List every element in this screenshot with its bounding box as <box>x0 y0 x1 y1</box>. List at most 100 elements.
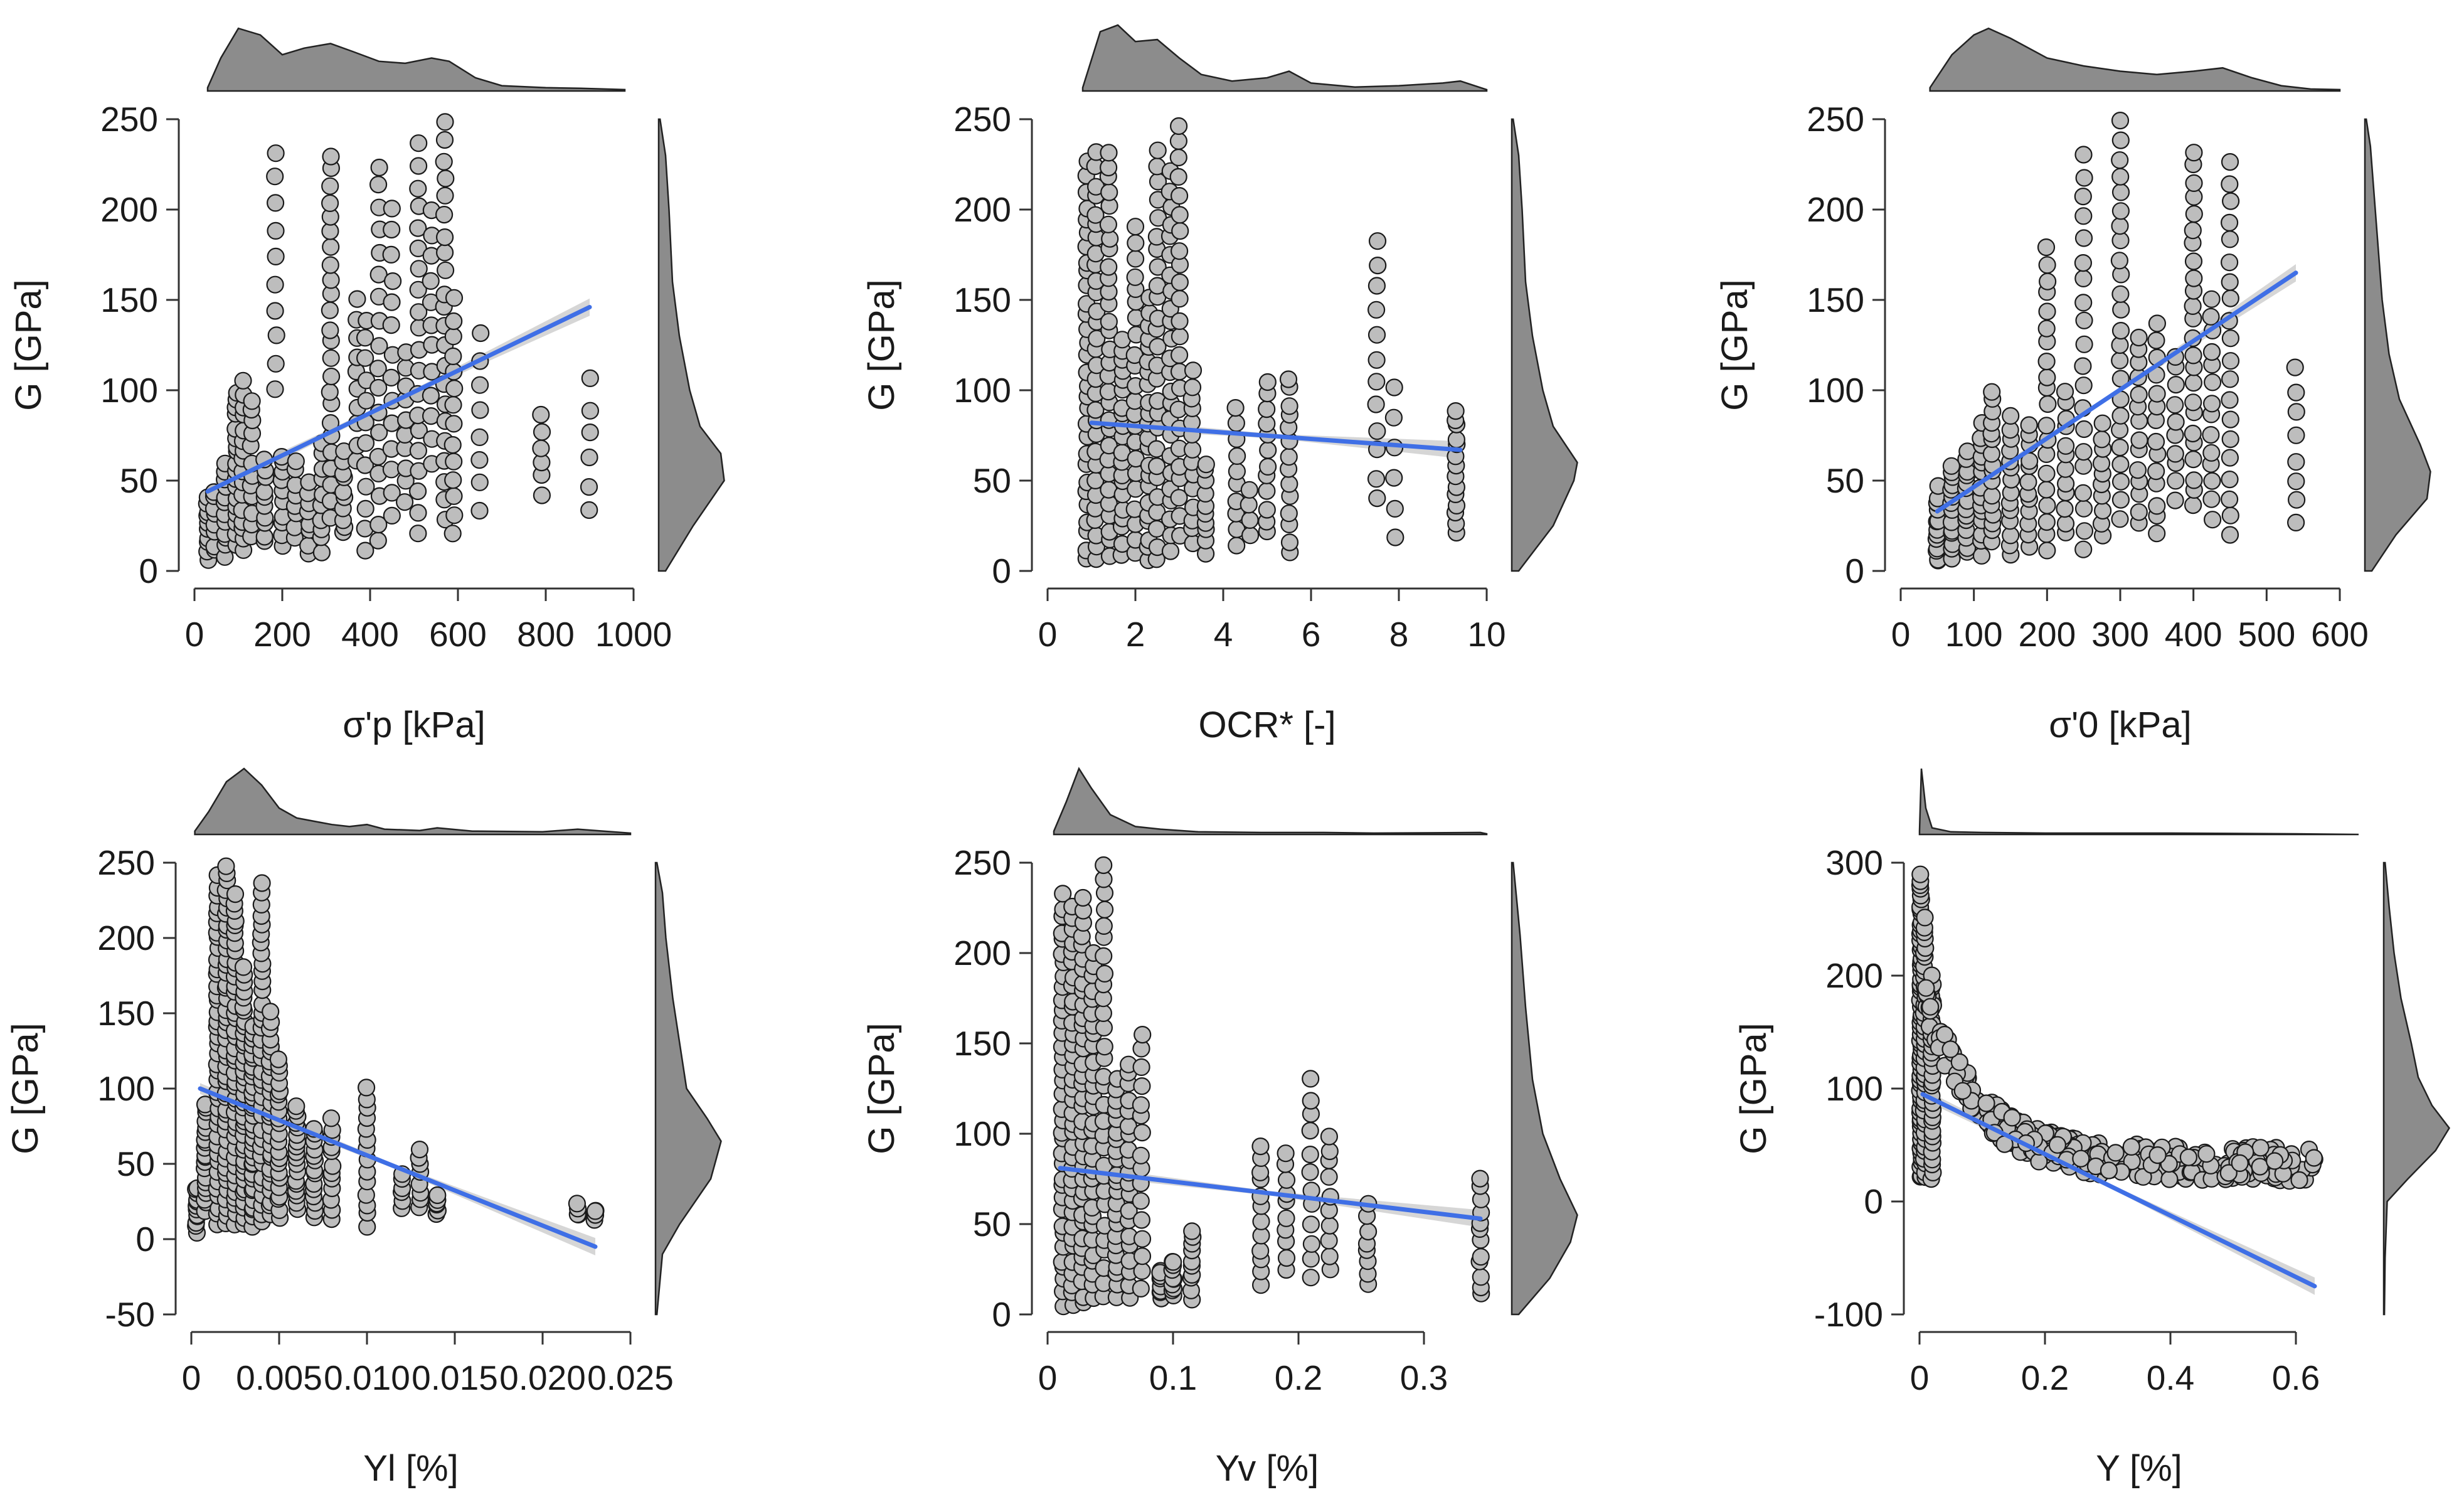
panel-3-point <box>2037 417 2056 435</box>
panel-2-point <box>1367 351 1386 369</box>
panel-3-point <box>2074 499 2093 518</box>
panel-3-point <box>2056 499 2074 518</box>
panel-5-point <box>1095 917 1113 935</box>
panel-1-point <box>234 371 252 390</box>
panel-5-point <box>1302 1269 1320 1287</box>
panel-1-point <box>369 378 388 397</box>
panel-6-axes: -100 0 100 200 300 0 0.2 0.4 0.6 <box>1814 843 2320 1397</box>
panel-2-point <box>1367 301 1386 319</box>
panel-5-point <box>1133 1247 1152 1265</box>
panel-5-point <box>1472 1268 1490 1286</box>
panel-1-point <box>410 157 428 175</box>
panel-2-regression-line <box>1089 420 1463 452</box>
panel-1-point <box>267 221 285 240</box>
panel-1-point <box>445 312 463 331</box>
panel-5-point <box>1132 1058 1150 1076</box>
panel-6-points <box>1911 865 2323 1190</box>
panel-2-point <box>1171 273 1189 291</box>
panel-2-point <box>1169 168 1187 186</box>
panel-1-point <box>436 243 454 262</box>
panel-3-point <box>2112 301 2130 319</box>
panel-4-y-tick-label: 200 <box>97 919 155 957</box>
panel-1-point <box>369 360 387 378</box>
panel-2-point <box>1147 440 1166 458</box>
panel-3-x-tick-label: 100 <box>1945 615 2003 654</box>
panel-4-density-right-area <box>654 861 722 1316</box>
panel-3-point <box>2167 413 2185 431</box>
panel-5-point <box>1301 1146 1319 1164</box>
panel-2-point <box>1171 328 1189 346</box>
panel-3-density-right <box>2364 118 2431 572</box>
panel-5-point <box>1277 1171 1296 1189</box>
panel-1-axes: 0 50 100 150 200 250 0 200 400 600 800 1000 <box>100 100 672 654</box>
panel-1-point <box>356 329 374 347</box>
panel-5-point <box>1133 1230 1152 1248</box>
panel-3-point <box>2111 472 2130 491</box>
panel-1-point <box>472 324 490 343</box>
panel-5-point <box>1164 1253 1182 1271</box>
panel-3-point <box>2221 175 2239 193</box>
panel-4-point <box>322 1109 341 1127</box>
panel-5-x-tick-label: 0.1 <box>1149 1358 1197 1397</box>
panel-4-point <box>234 958 253 976</box>
panel-1-point <box>383 293 401 311</box>
panel-3-point <box>2020 416 2038 434</box>
panel-1-x-tick-label: 600 <box>429 615 487 654</box>
panel-3-point <box>2221 289 2239 307</box>
panel-1-point <box>357 477 375 496</box>
panel-5-points <box>1053 856 1490 1316</box>
panel-3-point <box>2287 403 2305 421</box>
panel-1-point <box>444 328 462 346</box>
panel-5-point <box>1471 1169 1489 1188</box>
panel-6-point <box>1916 908 1934 927</box>
panel-2-point <box>1171 222 1189 240</box>
panel-6-y-tick-label: 0 <box>1864 1182 1883 1221</box>
panel-3-point <box>2074 187 2092 206</box>
panel-6-y-axis-label: G [GPa] <box>1733 1023 1774 1154</box>
panel-1-point <box>382 368 400 386</box>
panel-1-point <box>382 245 400 264</box>
panel-6-point <box>2251 1139 2270 1157</box>
panel-1-point <box>321 321 339 339</box>
panel-1-x-tick-label: 400 <box>341 615 399 654</box>
panel-2-point <box>1148 457 1166 476</box>
panel-3-point <box>2074 484 2092 502</box>
panel-4-density-top <box>194 767 632 836</box>
panel-5-point <box>1095 964 1114 983</box>
panel-5-density-top <box>1053 767 1488 836</box>
panel-5-point <box>1320 1217 1339 1235</box>
panel-1-point <box>370 158 388 177</box>
panel-3-point <box>2184 374 2202 392</box>
panel-3-point <box>2074 540 2093 558</box>
panel-3-point <box>2037 319 2056 338</box>
panel-1-point <box>436 186 454 205</box>
panel-3-point <box>2111 168 2130 186</box>
panel-3-point <box>2185 269 2203 287</box>
panel-3-point <box>2221 370 2239 388</box>
panel-3-regression-line <box>1935 270 2298 514</box>
panel-5-y-tick-label: 50 <box>973 1205 1011 1244</box>
panel-2-x-axis-label: OCR* [-] <box>1198 705 1336 745</box>
panel-3-point <box>2128 461 2147 479</box>
panel-1-y-tick-label: 50 <box>120 461 158 500</box>
panel-3-point <box>2203 472 2221 490</box>
panel-1-point <box>533 486 551 504</box>
panel-2-x-tick-label: 2 <box>1126 615 1145 654</box>
panel-6-point <box>1911 865 1930 883</box>
panel-5-point <box>1301 1122 1319 1140</box>
panel-1-point <box>444 396 462 414</box>
panel-3-point <box>2111 151 2129 169</box>
panel-2-point <box>1368 232 1387 250</box>
panel-1-x-axis-label: σ'p [kPa] <box>343 705 485 745</box>
panel-5-y-tick-label: 100 <box>953 1114 1011 1153</box>
panel-2-x-tick-label: 6 <box>1302 615 1321 654</box>
panel-4-x-tick-label: 0 <box>182 1358 201 1397</box>
panel-2-point <box>1367 326 1386 344</box>
panel-4-point <box>287 1097 305 1116</box>
panel-4-point <box>586 1202 605 1220</box>
panel-5: 0 50 100 150 200 250 0 0.1 0.2 0.3 Yv [%] G [GPa] <box>861 767 1578 1489</box>
panel-1-point <box>410 134 428 152</box>
panel-3-point <box>2130 503 2148 521</box>
panel-3-y-tick-label: 50 <box>1826 461 1864 500</box>
panel-2-point <box>1386 528 1405 546</box>
